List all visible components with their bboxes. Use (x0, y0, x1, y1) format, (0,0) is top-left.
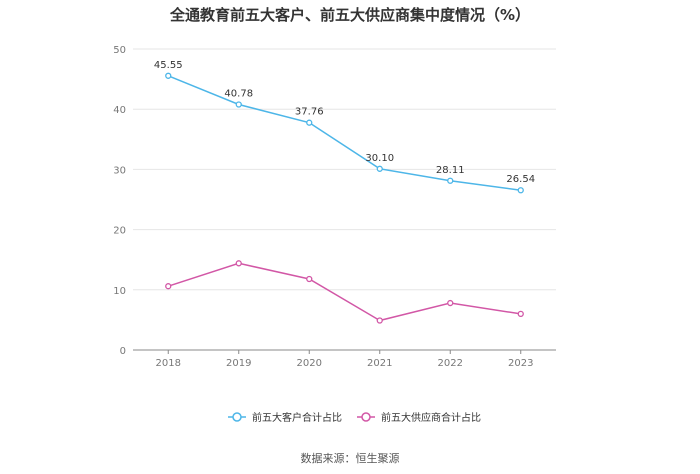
legend-marker (361, 412, 371, 422)
data-point (517, 310, 524, 318)
legend: 前五大客户合计占比 前五大供应商合计占比 (228, 411, 481, 424)
legend-item-2: 前五大供应商合计占比 (357, 411, 481, 424)
data-point (165, 72, 172, 79)
data-label: 26.54 (506, 174, 535, 185)
x-tick-label: 2022 (438, 358, 463, 369)
data-point (306, 119, 313, 126)
data-label: 30.10 (365, 153, 394, 164)
x-tick-label: 2018 (156, 358, 181, 369)
y-tick-label: 50 (113, 45, 126, 56)
data-point (517, 187, 524, 194)
series-line (167, 75, 521, 191)
data-point (447, 299, 454, 307)
data-label: 40.78 (224, 89, 253, 100)
data-point (165, 283, 172, 290)
series-layer: 45.55 40.78 37.76 30.10 28.11 26.54 (154, 60, 535, 324)
legend-label: 前五大客户合计占比 (252, 411, 342, 424)
y-axis-ticks: 0 10 20 30 40 50 (113, 45, 126, 357)
x-tick-label: 2020 (297, 358, 322, 369)
x-tick-label: 2021 (367, 358, 392, 369)
y-tick-label: 10 (113, 286, 126, 297)
data-point (235, 260, 242, 267)
x-axis: 2018 2019 2020 2021 2022 2023 (133, 349, 556, 369)
series-line (168, 262, 521, 322)
legend-label: 前五大供应商合计占比 (381, 411, 481, 424)
series-2 (165, 260, 524, 324)
y-tick-label: 40 (113, 105, 126, 116)
data-point (376, 165, 383, 172)
data-label: 28.11 (436, 165, 465, 176)
data-label: 37.76 (295, 107, 324, 118)
y-tick-label: 20 (113, 226, 126, 237)
x-tick-label: 2023 (508, 358, 533, 369)
data-point (235, 101, 242, 108)
chart-title: 全通教育前五大客户、前五大供应商集中度情况（%） (169, 6, 531, 24)
legend-marker (232, 412, 242, 422)
x-tick-label: 2019 (226, 358, 251, 369)
y-tick-label: 0 (120, 346, 126, 357)
series-1: 45.55 40.78 37.76 30.10 28.11 26.54 (154, 60, 535, 194)
legend-item-1: 前五大客户合计占比 (228, 411, 342, 424)
grid-lines (133, 48, 556, 291)
data-source: 数据来源：恒生聚源 (300, 452, 400, 465)
data-label: 45.55 (154, 60, 183, 71)
data-point (306, 275, 313, 283)
data-point (376, 317, 383, 324)
data-point (447, 177, 454, 184)
y-tick-label: 30 (113, 165, 126, 176)
